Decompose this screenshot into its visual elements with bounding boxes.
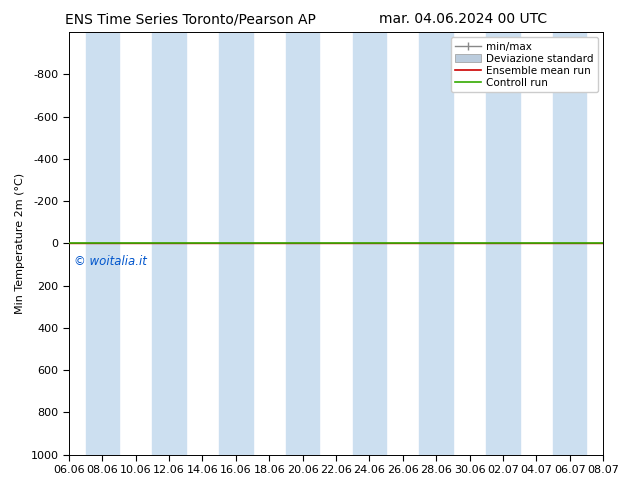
Bar — [219, 32, 252, 455]
Text: © woitalia.it: © woitalia.it — [74, 255, 147, 268]
Bar — [420, 32, 453, 455]
Bar — [353, 32, 386, 455]
Legend: min/max, Deviazione standard, Ensemble mean run, Controll run: min/max, Deviazione standard, Ensemble m… — [451, 37, 598, 92]
Bar — [553, 32, 586, 455]
Bar — [86, 32, 119, 455]
Bar — [152, 32, 186, 455]
Bar — [486, 32, 520, 455]
Text: ENS Time Series Toronto/Pearson AP: ENS Time Series Toronto/Pearson AP — [65, 12, 316, 26]
Bar — [286, 32, 320, 455]
Text: mar. 04.06.2024 00 UTC: mar. 04.06.2024 00 UTC — [378, 12, 547, 26]
Y-axis label: Min Temperature 2m (°C): Min Temperature 2m (°C) — [15, 173, 25, 314]
